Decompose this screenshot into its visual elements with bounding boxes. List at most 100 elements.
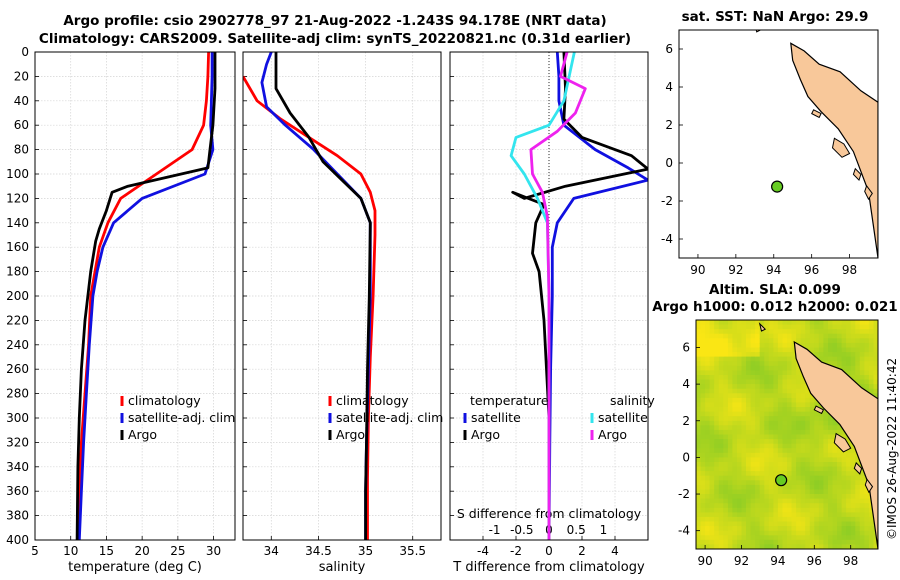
sla-cell (859, 530, 865, 536)
sla-cell (741, 434, 747, 440)
sla-cell (782, 320, 788, 326)
sla-cell (700, 361, 706, 367)
sla-cell (773, 503, 779, 509)
sla-cell (723, 466, 729, 472)
sla-cell (868, 329, 874, 335)
difference-series-t-argo (511, 52, 648, 540)
sst_map-axes-frame (678, 29, 879, 259)
depth-tick-label: 400 (6, 533, 29, 547)
sla-cell (791, 384, 797, 390)
sla-cell (841, 503, 847, 509)
sla-cell (700, 342, 706, 349)
sla-cell (768, 375, 774, 381)
sla-cell (741, 429, 747, 436)
sla-cell (718, 539, 724, 545)
sla-cell (737, 535, 743, 541)
sla-cell (791, 411, 797, 417)
sla-cell (700, 333, 706, 339)
sla-cell (787, 365, 793, 371)
sla-cell (718, 535, 724, 541)
sla-cell (723, 498, 729, 504)
sla-cell (823, 434, 829, 440)
sla-cell (782, 434, 788, 440)
sla-cell (741, 384, 747, 390)
sla-cell (741, 484, 747, 491)
sla-cell (809, 411, 815, 417)
sla-cell (841, 512, 847, 518)
sla-cell (732, 402, 738, 408)
sla-cell (864, 526, 870, 532)
sla-cell (709, 320, 715, 326)
sla-cell (850, 329, 856, 335)
sla-cell (737, 539, 743, 545)
sla-cell (796, 439, 802, 445)
sla-cell (759, 521, 765, 527)
sla-cell (732, 342, 738, 349)
sla-cell (809, 324, 815, 330)
sla-cell (768, 466, 774, 472)
salinity-axes-frame (242, 51, 442, 541)
sla-cell (873, 338, 878, 344)
sla-cell (846, 329, 852, 335)
sla-cell (814, 324, 820, 330)
sla_map-y-tick-label: -4 (678, 524, 690, 538)
sla-cell (746, 457, 752, 463)
sla-cell (705, 425, 711, 431)
sla-cell (850, 489, 856, 495)
sla-cell (777, 512, 783, 518)
sla-cell (814, 452, 820, 458)
sla-cell (823, 356, 829, 362)
sla-cell (823, 416, 829, 422)
sla-cell (859, 347, 865, 353)
sla-cell (841, 475, 847, 481)
sla-cell (850, 494, 856, 500)
sla-cell (750, 402, 756, 408)
sla-cell (727, 384, 733, 390)
sla-cell (732, 512, 738, 518)
sla-cell (823, 521, 829, 527)
sla-cell (787, 375, 793, 381)
sla-cell (791, 370, 797, 376)
sla-cell (709, 324, 715, 330)
sla-cell (814, 402, 820, 408)
sla-cell (796, 448, 802, 454)
sla-cell (818, 448, 824, 454)
sla-cell (828, 475, 834, 481)
sla-cell (850, 521, 856, 527)
sla-cell (718, 448, 724, 454)
sla-cell (791, 498, 797, 504)
sla-cell (868, 384, 874, 390)
sla-cell (787, 466, 793, 472)
temperature-x-tick-label: 15 (99, 544, 114, 558)
sla-cell (755, 416, 761, 422)
temperature-axes-frame (34, 51, 236, 541)
sla-cell (800, 475, 806, 481)
sla-cell (805, 526, 811, 532)
sla-cell (818, 526, 824, 532)
depth-tick-label: 360 (6, 484, 29, 498)
sla-cell (759, 402, 765, 408)
sla-cell (759, 333, 765, 339)
sla-cell (864, 512, 870, 518)
sla-cell (837, 530, 843, 536)
sla-cell (777, 452, 783, 458)
temperature-series-argo (75, 52, 217, 540)
sla-cell (796, 379, 802, 385)
sla-cell (709, 420, 715, 426)
temperature-x-tick-label: 30 (206, 544, 221, 558)
sla-cell (823, 475, 829, 481)
sla-cell (746, 521, 752, 527)
sla-cell (764, 539, 770, 545)
sla-cell (791, 365, 797, 371)
sla-cell (764, 393, 770, 399)
sla-cell (727, 361, 733, 367)
sst_map-y-tick-label: -4 (661, 232, 673, 246)
depth-tick-label: 200 (6, 289, 29, 303)
sla-cell (723, 471, 729, 477)
sla-cell (755, 489, 761, 495)
sla-cell (737, 516, 743, 523)
sla-cell (759, 375, 765, 381)
sla-cell (705, 494, 711, 500)
sla-cell (723, 526, 729, 532)
sla-cell (700, 484, 706, 491)
